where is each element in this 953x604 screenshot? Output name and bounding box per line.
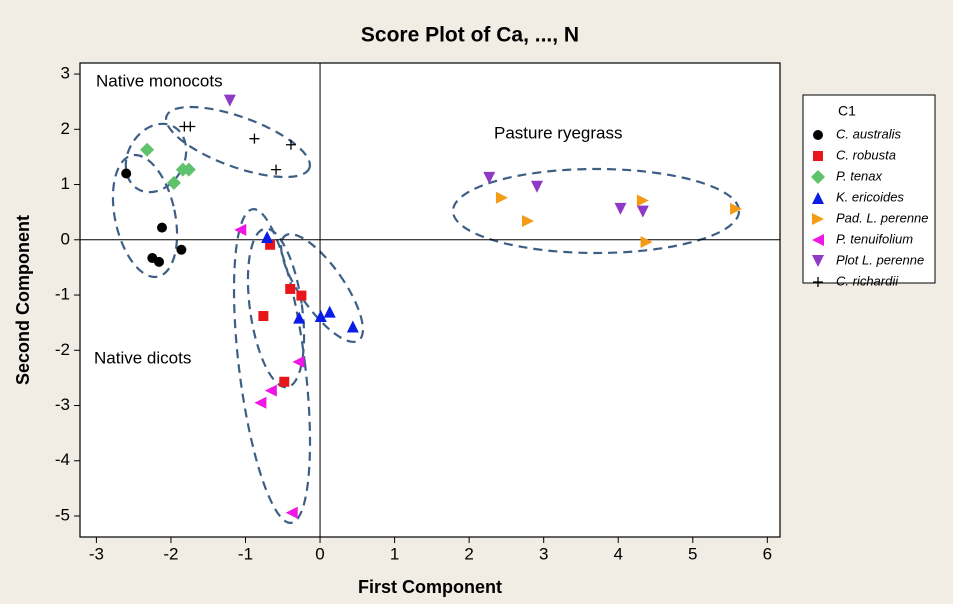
x-tick-label: 5 — [688, 544, 697, 563]
legend-marker — [811, 170, 825, 184]
annotation: Pasture ryegrass — [494, 123, 623, 142]
point — [121, 168, 132, 179]
legend-label: C. richardii — [836, 273, 899, 288]
x-axis-label: First Component — [358, 577, 502, 597]
point — [157, 222, 168, 233]
legend-label: Plot L. perenne — [836, 252, 924, 267]
point — [261, 231, 274, 244]
legend-title: C1 — [838, 103, 856, 119]
annotation: Native monocots — [96, 71, 223, 90]
point — [285, 506, 298, 519]
x-tick-label: -3 — [89, 544, 104, 563]
legend-label: C. robusta — [836, 147, 896, 162]
point — [264, 384, 277, 397]
point — [265, 239, 276, 250]
y-tick-label: -3 — [55, 395, 70, 414]
y-tick-label: -1 — [55, 285, 70, 304]
annotation: Native dicots — [94, 348, 191, 367]
legend-marker — [812, 234, 824, 246]
legend-label: P. tenuifolium — [836, 231, 913, 246]
point — [296, 290, 307, 301]
x-tick-label: -1 — [238, 544, 253, 563]
x-tick-label: 1 — [390, 544, 399, 563]
y-tick-label: 1 — [61, 174, 70, 193]
plot-area — [79, 62, 781, 538]
point — [285, 139, 296, 150]
point — [323, 305, 336, 318]
legend-label: P. tenax — [836, 168, 883, 183]
y-tick-label: 0 — [61, 229, 70, 248]
chart-title: Score Plot of Ca, ..., N — [361, 24, 579, 47]
point — [258, 311, 269, 322]
group-outline — [280, 232, 364, 344]
legend-marker — [813, 151, 823, 161]
legend-label: K. ericoides — [836, 189, 904, 204]
group-outline — [232, 208, 312, 524]
point — [223, 94, 236, 107]
point — [279, 376, 290, 387]
x-tick-label: 4 — [613, 544, 622, 563]
point — [140, 142, 155, 157]
point — [254, 396, 267, 409]
legend-marker — [813, 130, 823, 140]
point — [293, 311, 306, 324]
point — [614, 202, 627, 215]
group-outline — [111, 153, 179, 279]
group-outline — [164, 105, 312, 179]
group-outline — [246, 227, 306, 389]
point — [181, 162, 196, 177]
group-outline — [451, 167, 741, 255]
point — [730, 202, 743, 215]
x-tick-label: 2 — [464, 544, 473, 563]
group-outlines — [111, 105, 741, 524]
point — [292, 355, 305, 368]
y-tick-label: -5 — [55, 505, 70, 524]
y-axis-label: Second Component — [13, 215, 33, 385]
point — [249, 133, 260, 144]
y-tick-label: 3 — [61, 64, 70, 83]
point — [636, 205, 649, 218]
point — [346, 320, 359, 333]
point — [495, 191, 508, 204]
legend-label: C. australis — [836, 126, 902, 141]
legend-marker — [812, 255, 824, 267]
point — [530, 180, 543, 193]
x-tick-label: 3 — [539, 544, 548, 563]
point — [154, 256, 165, 267]
legend-marker — [812, 192, 824, 204]
point — [185, 121, 196, 132]
point — [640, 235, 653, 248]
legend — [802, 94, 936, 284]
point — [285, 283, 296, 294]
x-tick-label: 0 — [315, 544, 324, 563]
point — [271, 164, 282, 175]
x-tick-label: -2 — [163, 544, 178, 563]
point — [234, 223, 247, 236]
point — [522, 215, 535, 227]
point — [483, 171, 496, 184]
point — [176, 244, 187, 255]
point — [636, 194, 649, 207]
legend-marker — [812, 213, 824, 225]
y-tick-label: -2 — [55, 340, 70, 359]
legend-marker — [813, 277, 823, 287]
point — [166, 175, 181, 190]
y-tick-label: 2 — [61, 119, 70, 138]
x-tick-label: 6 — [763, 544, 772, 563]
point — [314, 310, 327, 323]
legend-label: Pad. L. perenne — [836, 210, 929, 225]
y-tick-label: -4 — [55, 450, 70, 469]
